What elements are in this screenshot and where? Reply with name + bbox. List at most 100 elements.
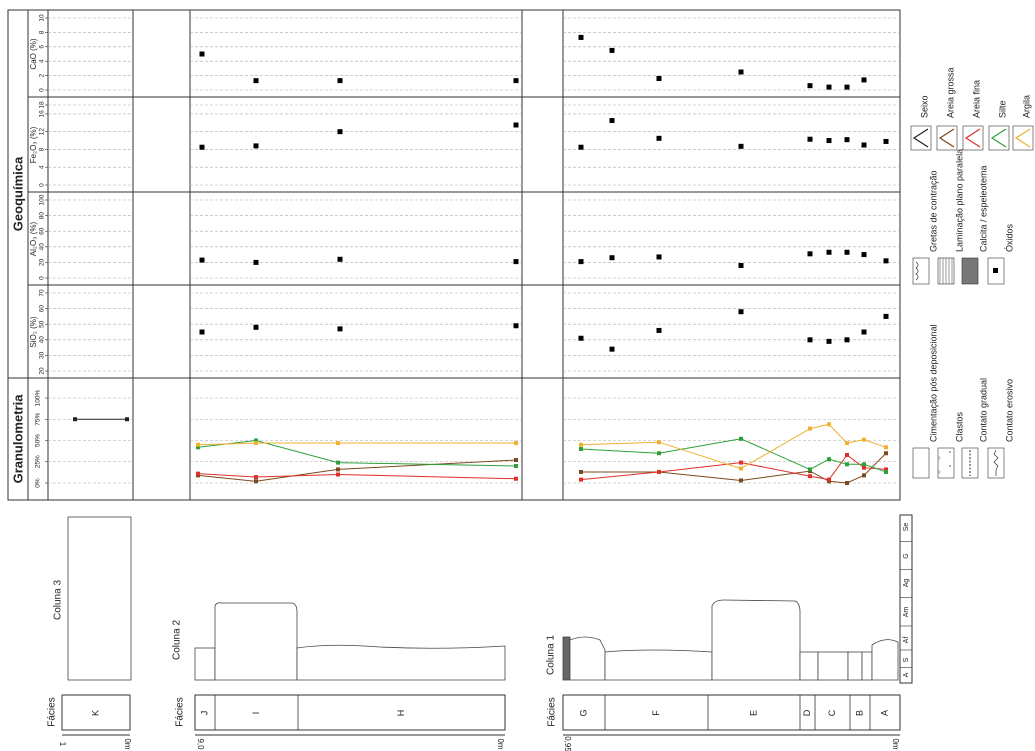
point [514,458,518,462]
facies-label: B [854,710,864,716]
point [338,78,343,83]
point [827,85,832,90]
point [739,461,743,465]
legend-label: Contato erosivo [1004,379,1014,442]
legend-label: Calcita / espeleotema [978,165,988,252]
point [338,257,343,262]
point [884,451,888,455]
point [336,441,340,445]
point [845,137,850,142]
point [200,145,205,150]
point [254,441,258,445]
facies-label: H [396,710,406,717]
facies-label: F [651,710,661,716]
point [579,447,583,451]
point [884,445,888,449]
point [254,325,259,330]
point [200,258,205,263]
depth-label: 9,0 [196,738,205,750]
point [579,443,583,447]
facies-label: G [578,709,588,716]
point [808,467,812,471]
point [514,259,519,264]
grain-scale-label: Ag [903,579,910,588]
point [739,70,744,75]
grain-scale-label: Se [903,523,910,532]
point [125,417,129,421]
point [338,129,343,134]
grain-scale-label: G [903,553,910,558]
point [845,453,849,457]
point [254,475,258,479]
depth-label: 0,95 [563,736,572,751]
column-label: Coluna 3 [53,580,64,620]
y-tick-label: 70 [39,289,46,297]
point [862,77,867,82]
point [739,309,744,314]
point [579,470,583,474]
facies-label: A [879,710,889,716]
point [579,35,584,40]
point [845,441,849,445]
legend-label: Areia grossa [945,67,955,118]
point [610,347,615,352]
y-tick-label: 60 [39,305,46,313]
point [884,258,889,263]
symbol-legend-icons [913,258,1004,478]
y-axis-label: CaO (%) [29,38,38,69]
facies-label: J [199,711,209,716]
point [657,470,661,474]
point [610,118,615,123]
series-line [198,443,516,445]
point [514,441,518,445]
panel-frame [8,10,900,500]
point [200,330,205,335]
point [610,255,615,260]
point [657,254,662,259]
y-tick-label: 12 [39,128,46,136]
point [73,417,77,421]
y-tick-label: 6 [39,45,46,49]
point [827,339,832,344]
y-tick-label: 16 [39,110,46,118]
y-tick-label: 0% [35,478,42,488]
point [338,326,343,331]
point [610,48,615,53]
point [336,467,340,471]
point [739,263,744,268]
point [739,437,743,441]
legend-label: Silte [997,100,1007,118]
point [254,479,258,483]
y-tick-label: 0 [39,88,46,92]
point [657,76,662,81]
facies-label: D [802,709,812,716]
point [514,78,519,83]
point [739,467,743,471]
point [808,474,812,478]
point [657,451,661,455]
point [657,328,662,333]
y-tick-label: 50% [35,434,42,447]
point [827,478,831,482]
point [808,337,813,342]
legend-label: Seixo [919,95,929,118]
y-tick-label: 75% [35,413,42,426]
y-tick-label: 8 [39,30,46,34]
legend-label: Cimentação pós deposicional [928,324,938,442]
lithology [68,515,912,683]
point [845,481,849,485]
column-label: Coluna 1 [546,635,557,675]
point [845,250,850,255]
series-line [198,474,516,479]
y-tick-label: 0 [39,183,46,187]
legend-label: Clastos [954,411,964,442]
facies-label: E [748,710,758,716]
point [845,85,850,90]
point [579,336,584,341]
facies-title: Fácies [175,697,186,726]
y-tick-label: 40 [39,336,46,344]
depth-label: 0m [891,738,900,749]
y-tick-label: 50 [39,320,46,328]
point [862,466,866,470]
point [808,251,813,256]
